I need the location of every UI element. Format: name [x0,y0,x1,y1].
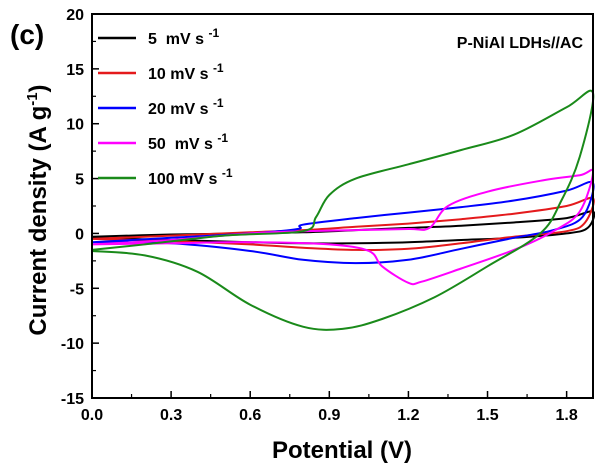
y-tick-label: 10 [66,117,84,134]
x-tick-label: 0.9 [318,407,340,424]
y-axis-title-superscript: -1 [24,92,41,105]
y-tick-label: 0 [75,226,84,243]
legend-label-0: 5 mV s -1 [148,26,219,48]
x-tick-label: 1.2 [397,407,419,424]
y-tick-label: -15 [61,391,84,408]
y-tick-labels: -15 -10 -5 0 5 10 15 20 [61,7,84,408]
x-tick-label: 1.5 [476,407,498,424]
legend-label-4: 100 mV s -1 [148,166,233,188]
x-tick-label: 1.8 [556,407,578,424]
y-tick-label: -5 [70,281,84,298]
y-tick-label: 20 [66,7,84,24]
legend: 5 mV s -1 10 mV s -1 20 mV s -1 50 mV s -1 1… [98,26,233,188]
panel-label: (c) [10,19,44,50]
y-axis-title: Current density (A g-1) [24,84,52,335]
x-axis-title: Potential (V) [272,437,412,464]
y-axis-title-close: ) [25,84,52,92]
x-tick-label: 0.3 [160,407,182,424]
legend-label-1: 10 mV s -1 [148,61,224,83]
y-axis-title-main: Current density (A g [25,106,52,336]
curve-layer [91,89,595,331]
series-curve-3 [91,168,594,286]
x-tick-labels: 0.0 0.3 0.6 0.9 1.2 1.5 1.8 [81,407,578,424]
series-curve-4 [91,89,595,331]
x-tick-label: 0.0 [81,407,103,424]
series-curve-1 [91,196,595,251]
legend-label-2: 20 mV s -1 [148,96,224,118]
sample-annotation: P-NiAl LDHs//AC [457,35,584,52]
y-tick-label: -10 [61,336,84,353]
x-tick-label: 0.6 [239,407,261,424]
plot-frame [91,13,594,399]
y-tick-label: 5 [75,172,84,189]
legend-label-3: 50 mV s -1 [148,131,228,153]
y-tick-label: 15 [66,62,84,79]
